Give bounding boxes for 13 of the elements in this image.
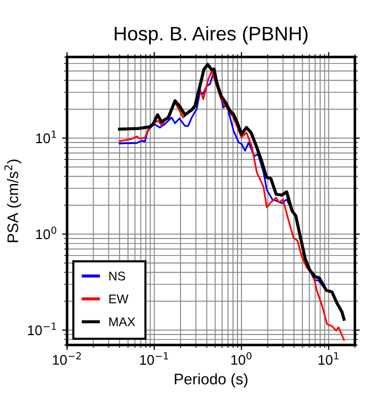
y-tick-label: 10$^{1}$ [36, 130, 56, 144]
x-axis-title: Periodo (s) [174, 373, 248, 388]
legend-label: MAX [109, 318, 136, 326]
legend-label: NS [109, 272, 126, 280]
chart-title: Hosp. B. Aires (PBNH) [114, 26, 308, 44]
y-tick-label: 10$^{−1}$ [28, 322, 56, 336]
y-axis-title: PSA (cm/s$^{2}$) [4, 160, 22, 242]
x-tick-label: 10$^{1}$ [318, 352, 338, 365]
x-tick-label: 10$^{−2}$ [52, 352, 81, 365]
legend-label: EW [109, 294, 128, 304]
x-tick-label: 10$^{0}$ [231, 352, 252, 365]
y-tick-label: 10$^{0}$ [36, 226, 56, 240]
x-tick-label: 10$^{−1}$ [140, 352, 168, 365]
